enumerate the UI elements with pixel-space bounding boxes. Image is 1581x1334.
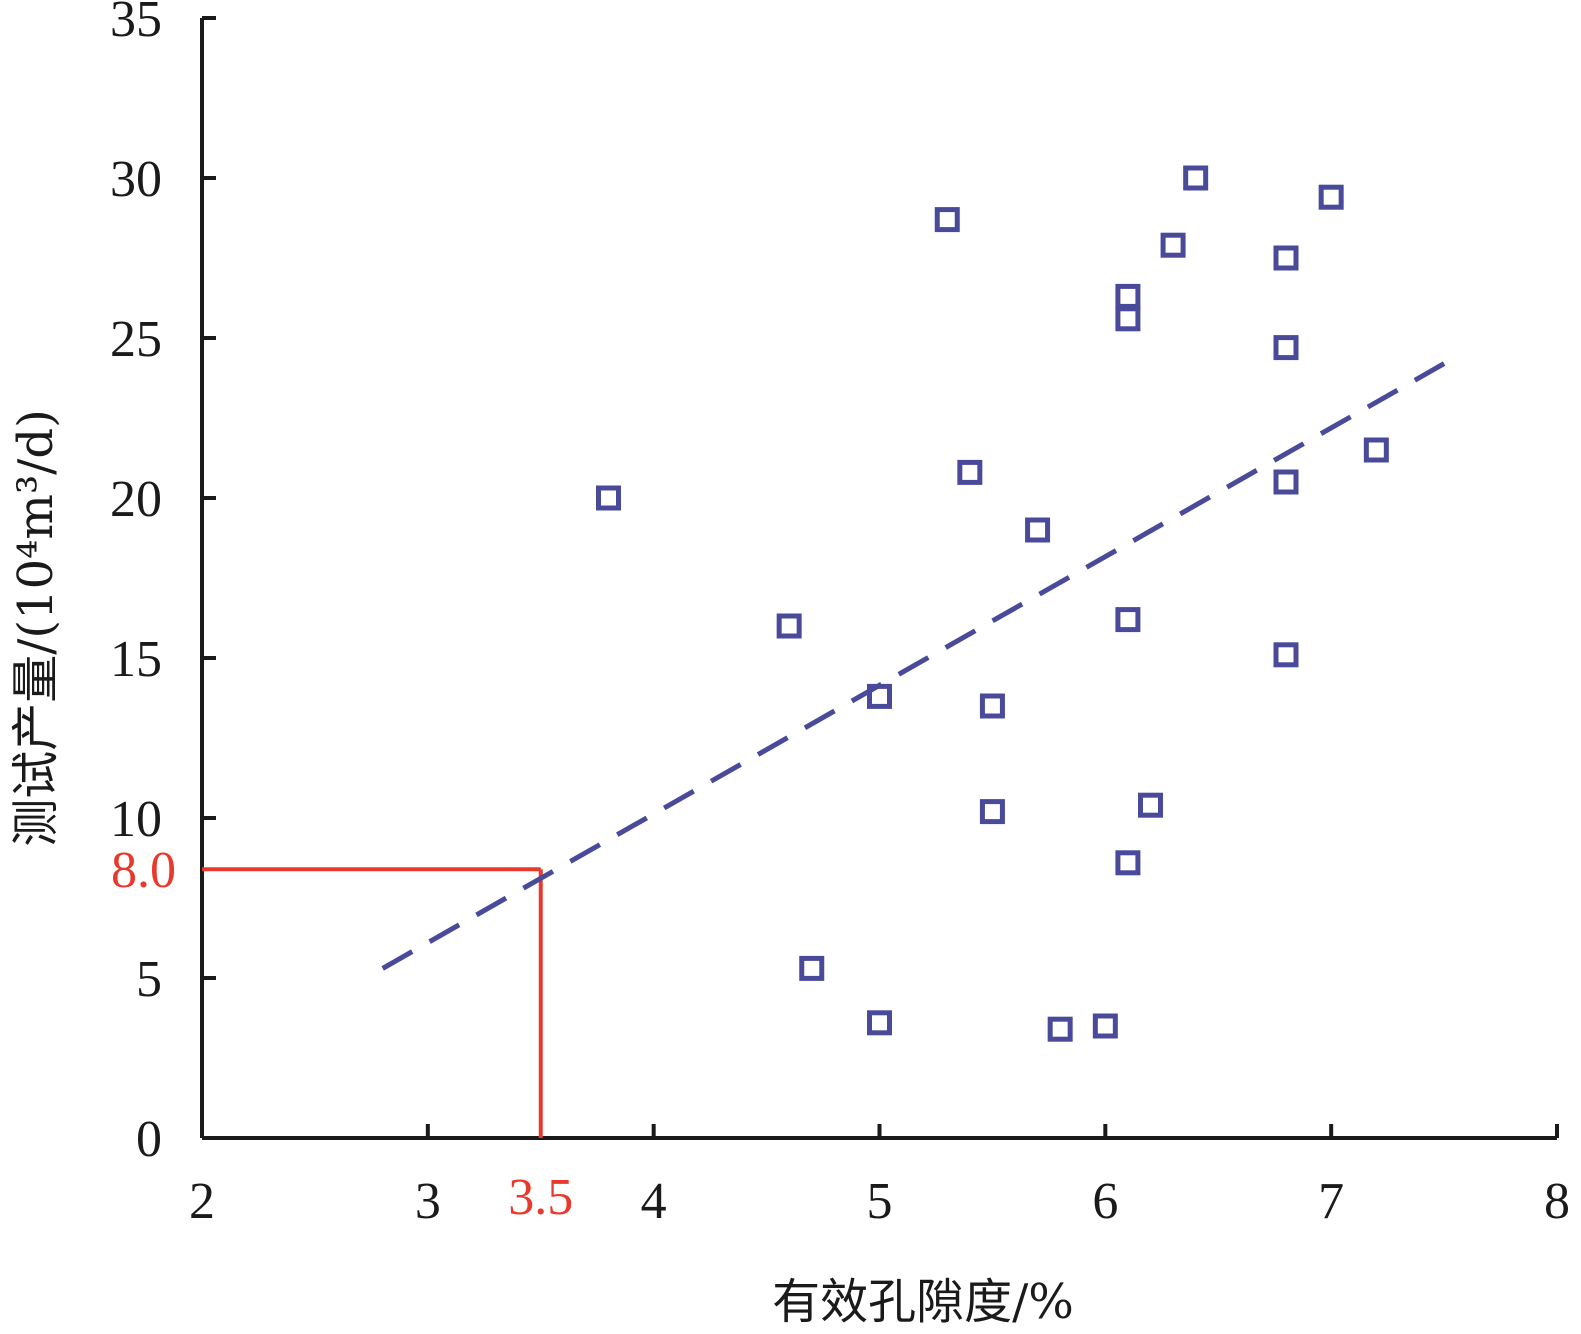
data-point (957, 459, 983, 485)
data-point (596, 485, 621, 511)
data-point (867, 683, 892, 709)
data-point (1092, 1013, 1118, 1039)
data-point (799, 955, 825, 981)
data-point (1273, 245, 1299, 271)
data-point (1115, 306, 1141, 332)
data-point (1273, 642, 1299, 668)
y-tick-label: 15 (110, 631, 162, 688)
labels: 有效孔隙度/% 测试产量/(10⁴m³/d) (8, 409, 1074, 1330)
y-tick-label: 30 (110, 151, 162, 208)
y-tick-label: 10 (110, 791, 162, 848)
data-point (1273, 469, 1299, 495)
y-tick-label: 20 (110, 471, 162, 528)
x-tick-label: 6 (1092, 1173, 1118, 1230)
data-point (1138, 792, 1163, 818)
data-points (596, 165, 1389, 1042)
cutoff-x-label: 3.5 (508, 1169, 573, 1226)
data-point (934, 207, 960, 233)
data-point (1160, 232, 1186, 258)
data-point (1115, 850, 1141, 876)
y-tick-label: 25 (110, 311, 162, 368)
data-point (1115, 283, 1141, 309)
cutoff-lines: 3.5 8.0 (111, 842, 573, 1226)
data-point (1115, 607, 1141, 633)
data-point (1273, 335, 1299, 361)
data-point (1025, 517, 1051, 543)
y-tick-label: 5 (136, 951, 162, 1008)
y-axis-title: 测试产量/(10⁴m³/d) (8, 409, 64, 847)
data-point (776, 613, 802, 639)
x-tick-label: 3 (415, 1173, 441, 1230)
data-point (979, 693, 1005, 719)
trendline-layer (381, 361, 1446, 971)
x-tick-label: 7 (1318, 1173, 1344, 1230)
data-point (1183, 165, 1209, 191)
x-tick-label: 8 (1544, 1173, 1570, 1230)
x-tick-label: 2 (189, 1173, 215, 1230)
data-point (1047, 1016, 1073, 1042)
y-tick-label: 0 (136, 1111, 162, 1168)
x-tick-label: 5 (867, 1173, 893, 1230)
x-tick-label: 4 (641, 1173, 667, 1230)
x-axis-title: 有效孔隙度/% (772, 1274, 1074, 1330)
y-tick-label: 35 (110, 0, 162, 48)
data-point (1318, 184, 1344, 210)
data-point (979, 799, 1005, 825)
trendline (381, 361, 1446, 971)
axes: 0 5 10 15 20 25 30 35 2 3 4 5 6 7 8 (110, 0, 1570, 1230)
cutoff-y-label: 8.0 (111, 842, 176, 899)
data-point (1363, 437, 1389, 463)
data-point (867, 1010, 892, 1036)
